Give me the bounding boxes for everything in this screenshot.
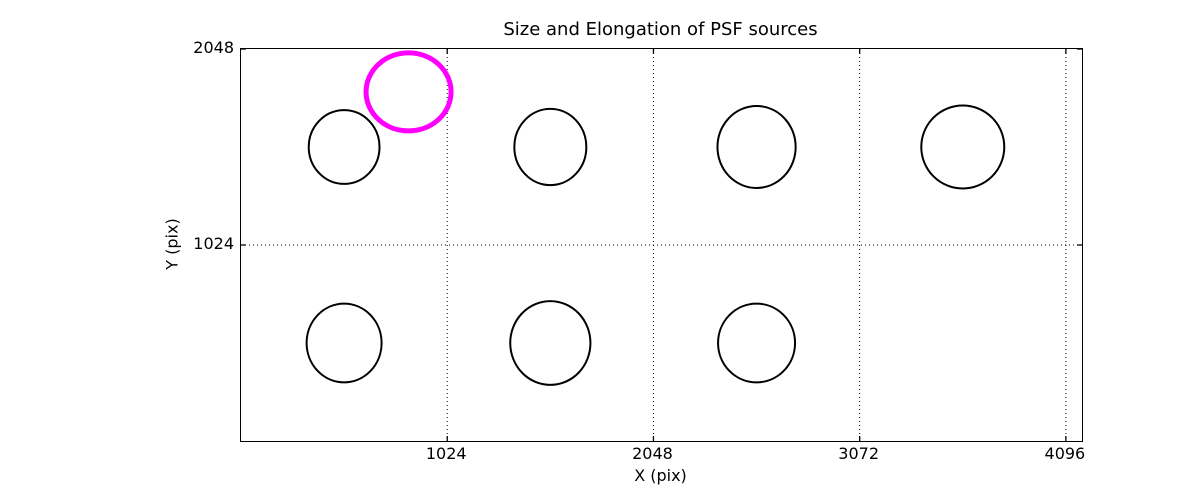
x-tick-label: 2048 <box>632 444 673 463</box>
x-tick-label: 4096 <box>1044 444 1086 463</box>
y-tick-label: 2048 <box>193 38 234 57</box>
psf-source-ellipse <box>920 104 1006 190</box>
psf-source-ellipse <box>307 109 381 185</box>
y-tick-label: 1024 <box>193 234 234 253</box>
x-axis-label: X (pix) <box>634 466 687 485</box>
plot-area <box>240 48 1083 442</box>
x-tick-label: 3072 <box>838 444 880 463</box>
psf-source-ellipse <box>305 302 383 384</box>
psf-source-highlighted <box>363 50 454 134</box>
chart-title: Size and Elongation of PSF sources <box>503 19 818 40</box>
plot-svg <box>241 49 1082 441</box>
x-tick-label: 1024 <box>425 444 467 463</box>
psf-source-ellipse <box>716 105 797 189</box>
psf-source-ellipse <box>509 300 592 386</box>
y-axis-label: Y (pix) <box>162 218 182 270</box>
psf-source-ellipse <box>717 302 797 384</box>
psf-source-ellipse <box>513 107 588 187</box>
